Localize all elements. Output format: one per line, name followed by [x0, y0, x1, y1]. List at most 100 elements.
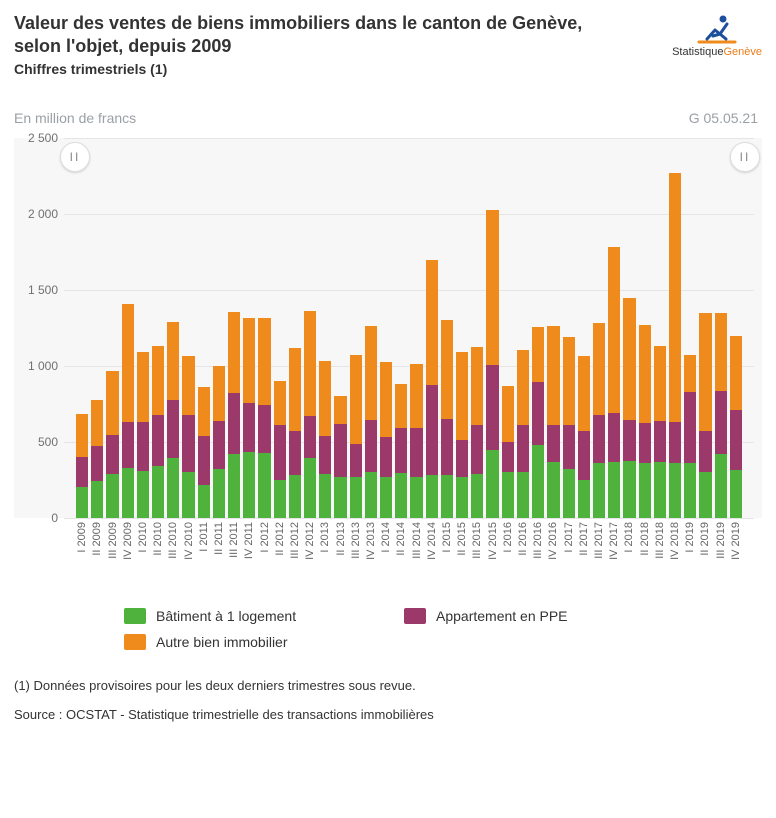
bar[interactable] [532, 327, 544, 519]
bar-segment-ppe [91, 446, 103, 481]
x-tick-label: IV 2014 [426, 522, 438, 594]
bar[interactable] [213, 366, 225, 518]
range-handle-right[interactable]: II [730, 142, 760, 172]
bar[interactable] [243, 318, 255, 518]
bar[interactable] [228, 312, 240, 518]
x-tick-label: III 2009 [106, 522, 118, 594]
chart-subtitle: Chiffres trimestriels (1) [14, 61, 762, 77]
range-handle-left[interactable]: II [60, 142, 90, 172]
bar[interactable] [730, 336, 742, 518]
legend-item[interactable]: Autre bien immobilier [124, 634, 364, 650]
bar-segment-autre [426, 260, 438, 385]
bar[interactable] [517, 350, 529, 518]
bar[interactable] [623, 298, 635, 518]
bar[interactable] [578, 356, 590, 518]
bar[interactable] [395, 384, 407, 518]
bar-segment-bat1log [243, 452, 255, 518]
bar[interactable] [289, 348, 301, 518]
bar[interactable] [456, 352, 468, 518]
bar-segment-autre [532, 327, 544, 382]
bar[interactable] [593, 323, 605, 518]
bar-segment-autre [639, 325, 651, 423]
x-tick-label: II 2009 [91, 522, 103, 594]
bar[interactable] [91, 400, 103, 518]
bar-segment-autre [699, 313, 711, 431]
bar[interactable] [198, 387, 210, 518]
bar-segment-autre [365, 326, 377, 420]
bar[interactable] [380, 362, 392, 518]
bar[interactable] [182, 356, 194, 518]
bar[interactable] [486, 210, 498, 518]
legend: Bâtiment à 1 logement Appartement en PPE A… [124, 608, 684, 650]
bar[interactable] [122, 304, 134, 518]
bar-segment-ppe [502, 442, 514, 472]
bar-segment-bat1log [563, 469, 575, 518]
bar[interactable] [334, 396, 346, 518]
logo-runner-icon [693, 12, 741, 48]
x-tick-label: III 2015 [471, 522, 483, 594]
bar-segment-autre [106, 371, 118, 435]
bar[interactable] [684, 355, 696, 518]
legend-label: Appartement en PPE [436, 608, 568, 624]
bar[interactable] [502, 386, 514, 518]
legend-item[interactable]: Bâtiment à 1 logement [124, 608, 364, 624]
bar[interactable] [669, 173, 681, 518]
bar[interactable] [639, 325, 651, 518]
bar[interactable] [274, 381, 286, 518]
bar[interactable] [547, 326, 559, 518]
bar[interactable] [167, 322, 179, 518]
bar-segment-autre [563, 337, 575, 424]
legend-item[interactable]: Appartement en PPE [404, 608, 644, 624]
plot-area: 05001 0001 5002 0002 500 [64, 138, 754, 518]
bar[interactable] [410, 364, 422, 518]
chart-title: Valeur des ventes de biens immobiliers d… [14, 12, 614, 57]
legend-label: Bâtiment à 1 logement [156, 608, 296, 624]
chart-background: 05001 0001 5002 0002 500 [14, 138, 762, 518]
bar-segment-ppe [122, 422, 134, 468]
bar-segment-ppe [456, 440, 468, 477]
bar-segment-bat1log [730, 470, 742, 518]
bar-segment-ppe [578, 431, 590, 480]
bar[interactable] [350, 355, 362, 518]
bar-segment-bat1log [274, 480, 286, 518]
x-tick-label: I 2009 [76, 522, 88, 594]
x-tick-label: I 2012 [258, 522, 270, 594]
bar[interactable] [441, 320, 453, 518]
bar[interactable] [258, 318, 270, 518]
bar-segment-bat1log [91, 481, 103, 518]
bar-segment-bat1log [395, 473, 407, 518]
bar-segment-bat1log [517, 472, 529, 518]
x-tick-label: II 2013 [334, 522, 346, 594]
bar-segment-bat1log [106, 474, 118, 518]
bar-segment-ppe [380, 437, 392, 477]
bar-segment-ppe [182, 415, 194, 473]
bar[interactable] [563, 337, 575, 518]
bar[interactable] [106, 371, 118, 518]
bar-segment-autre [167, 322, 179, 400]
bar[interactable] [699, 313, 711, 518]
bar-segment-autre [304, 311, 316, 416]
bar[interactable] [304, 311, 316, 518]
bar-segment-bat1log [213, 469, 225, 518]
x-tick-label: I 2016 [502, 522, 514, 594]
bar[interactable] [365, 326, 377, 518]
bar-segment-ppe [334, 424, 346, 477]
bar[interactable] [654, 346, 666, 518]
bar-segment-bat1log [365, 472, 377, 518]
bar[interactable] [137, 352, 149, 518]
bar[interactable] [76, 414, 88, 518]
bar[interactable] [152, 346, 164, 518]
x-tick-label: IV 2018 [669, 522, 681, 594]
bar[interactable] [319, 361, 331, 518]
bar[interactable] [471, 347, 483, 518]
bar-segment-bat1log [639, 463, 651, 518]
bar-segment-autre [319, 361, 331, 435]
x-tick-label: III 2014 [410, 522, 422, 594]
x-tick-label: IV 2016 [547, 522, 559, 594]
bar[interactable] [715, 313, 727, 518]
bar[interactable] [608, 247, 620, 518]
bar-segment-ppe [289, 431, 301, 476]
x-tick-label: I 2018 [623, 522, 635, 594]
bar-segment-bat1log [167, 458, 179, 518]
bar[interactable] [426, 260, 438, 518]
